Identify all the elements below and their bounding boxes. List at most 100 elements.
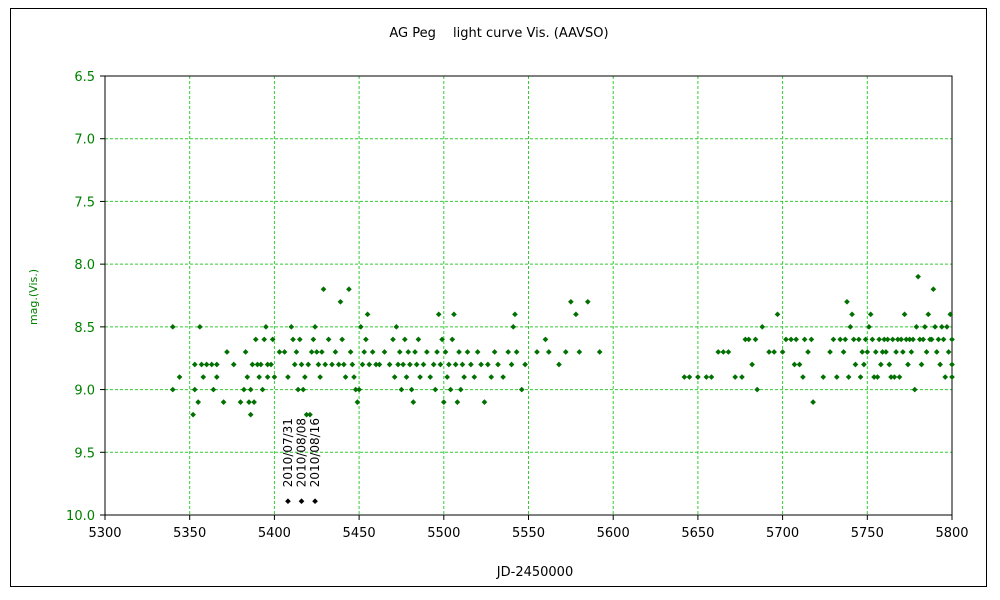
- observation-point: [708, 374, 715, 380]
- observation-point: [351, 374, 357, 380]
- observation-point: [752, 336, 759, 343]
- observation-point: [288, 324, 295, 330]
- observation-point: [715, 349, 722, 355]
- observation-point: [461, 374, 467, 380]
- observation-point: [346, 286, 352, 293]
- observation-point: [364, 311, 371, 318]
- observation-point: [495, 361, 501, 368]
- x-tick-label: 5450: [343, 526, 376, 541]
- observation-point: [754, 386, 761, 393]
- observation-point: [410, 399, 417, 405]
- observation-point: [481, 399, 488, 405]
- observation-point: [720, 349, 727, 355]
- x-axis-label: JD-2450000: [496, 565, 573, 580]
- observation-point: [793, 336, 799, 343]
- observation-point: [413, 361, 420, 368]
- observation-point: [884, 336, 891, 343]
- observation-point: [940, 336, 947, 343]
- observation-point: [290, 336, 296, 343]
- y-tick-label: 10.0: [66, 509, 95, 524]
- observation-point: [801, 336, 808, 343]
- observation-point: [791, 361, 798, 368]
- observation-point: [268, 361, 274, 368]
- y-tick-label: 6.5: [74, 70, 95, 85]
- observation-point: [191, 361, 198, 368]
- observation-point: [359, 361, 366, 368]
- observation-point: [513, 349, 520, 355]
- observation-point: [874, 374, 881, 380]
- observation-point: [434, 349, 440, 355]
- observation-point: [342, 374, 349, 380]
- observation-point: [230, 361, 237, 368]
- observation-point: [942, 374, 949, 380]
- observation-point: [922, 324, 928, 330]
- observation-point: [432, 386, 439, 393]
- observation-point: [407, 361, 413, 368]
- observation-point: [451, 311, 457, 318]
- observation-point: [937, 361, 943, 368]
- observation-point: [847, 324, 854, 330]
- observation-point: [417, 374, 423, 380]
- observation-point: [745, 336, 752, 343]
- observation-point: [881, 336, 888, 343]
- observation-point: [391, 374, 398, 380]
- observation-point: [396, 349, 403, 355]
- observation-point: [191, 386, 198, 393]
- observation-point: [447, 386, 454, 393]
- observation-point: [349, 361, 356, 368]
- observation-point: [442, 349, 449, 355]
- observation-point: [390, 336, 396, 343]
- observation-point: [408, 386, 415, 393]
- observation-point: [508, 361, 515, 368]
- annotation-point: [312, 498, 318, 505]
- observation-point: [766, 349, 772, 355]
- observation-point: [376, 361, 383, 368]
- observation-point: [805, 349, 811, 355]
- observation-point: [361, 349, 368, 355]
- observation-point: [244, 374, 251, 380]
- observation-point: [315, 361, 322, 368]
- observation-point: [312, 324, 318, 330]
- observation-point: [200, 374, 207, 380]
- date-annotation-label: 2010/07/31: [281, 418, 295, 487]
- observation-point: [329, 361, 335, 368]
- observation-point: [427, 374, 434, 380]
- observation-point: [830, 336, 837, 343]
- observation-point: [681, 374, 688, 380]
- observation-point: [276, 349, 283, 355]
- observation-point: [893, 349, 899, 355]
- observation-point: [774, 311, 781, 318]
- observation-point: [888, 374, 894, 380]
- observation-point: [356, 386, 362, 393]
- observation-point: [456, 349, 462, 355]
- observation-point: [307, 411, 313, 418]
- observation-point: [247, 411, 254, 418]
- observation-point: [393, 324, 400, 330]
- observation-point: [930, 286, 937, 293]
- observation-point: [771, 349, 777, 355]
- observation-point: [322, 361, 329, 368]
- observation-point: [742, 336, 749, 343]
- observation-point: [313, 349, 320, 355]
- observation-point: [840, 349, 847, 355]
- observation-point: [906, 336, 913, 343]
- observation-point: [400, 361, 406, 368]
- x-tick-label: 5350: [173, 526, 206, 541]
- observation-point: [341, 361, 347, 368]
- observation-point: [452, 361, 459, 368]
- observation-point: [325, 336, 332, 343]
- observation-point: [293, 349, 300, 355]
- observation-point: [256, 374, 262, 380]
- observation-point: [939, 324, 945, 330]
- observation-point: [871, 374, 877, 380]
- observation-point: [886, 361, 893, 368]
- observation-point: [827, 349, 833, 355]
- observation-point: [894, 336, 901, 343]
- observation-point: [522, 361, 528, 368]
- observation-point: [852, 361, 859, 368]
- observation-point: [923, 349, 930, 355]
- observation-point: [339, 336, 345, 343]
- observation-point: [169, 324, 176, 330]
- observation-point: [935, 336, 942, 343]
- observation-point: [296, 336, 303, 343]
